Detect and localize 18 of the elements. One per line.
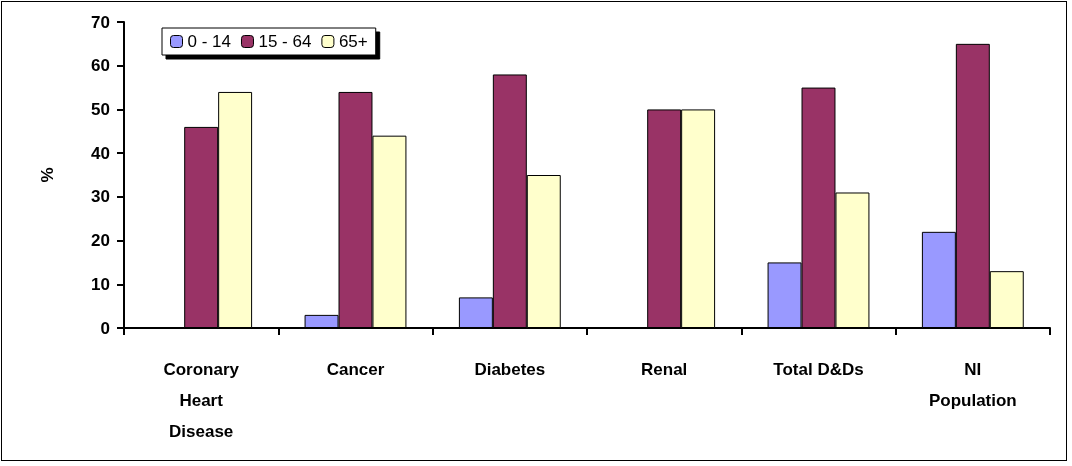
legend-label: 15 - 64: [258, 32, 312, 51]
y-tick-label: 20: [91, 231, 110, 251]
x-tick-label: Coronary Heart Disease: [163, 360, 240, 441]
x-tick-label: Total D&Ds: [773, 360, 864, 379]
legend-label: 65+: [338, 32, 368, 51]
y-axis-title: %: [38, 167, 57, 183]
y-tick-label: 50: [91, 99, 110, 119]
x-tick-label: Cancer: [326, 360, 385, 379]
legend-label: 0 - 14: [187, 32, 231, 51]
y-tick-label: 30: [91, 187, 110, 207]
x-tick-label: Diabetes: [474, 360, 546, 379]
y-tick-label: 10: [91, 274, 110, 294]
y-tick-label: 60: [91, 56, 110, 76]
y-tick-label: 0: [100, 318, 110, 338]
x-tick-label: Renal: [641, 360, 688, 379]
y-tick-label: 70: [91, 12, 110, 32]
y-tick-label: 40: [91, 143, 110, 163]
x-tick-label: NI Population: [928, 360, 1017, 410]
